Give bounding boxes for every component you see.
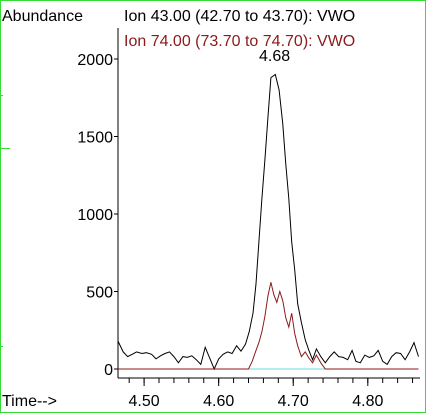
x-tick-label: 4.60: [203, 393, 234, 410]
x-tick-label: 4.50: [129, 393, 160, 410]
y-tick-label: 1000: [77, 207, 113, 224]
legend-entry-ion-43: Ion 43.00 (42.70 to 43.70): VWO: [124, 8, 355, 25]
peak-label: 4.68: [259, 48, 290, 65]
x-tick-label: 4.70: [278, 393, 309, 410]
series-line-ion-74: [118, 282, 419, 370]
y-tick-label: 2000: [77, 52, 113, 69]
x-tick-label: 4.80: [352, 393, 383, 410]
y-tick-label: 500: [86, 285, 113, 302]
left-edge-mark-top: [0, 95, 3, 96]
legend-entry-ion-74: Ion 74.00 (73.70 to 74.70): VWO: [124, 33, 355, 50]
y-axis-label: Abundance: [2, 8, 83, 25]
y-tick-label: 0: [104, 362, 113, 379]
y-tick-label: 1500: [77, 130, 113, 147]
x-axis-label: Time-->: [2, 393, 57, 410]
series-line-ion-43: [117, 73, 419, 371]
left-edge-mark-bottom: [0, 346, 3, 347]
left-edge-mark-mid: [0, 148, 10, 149]
